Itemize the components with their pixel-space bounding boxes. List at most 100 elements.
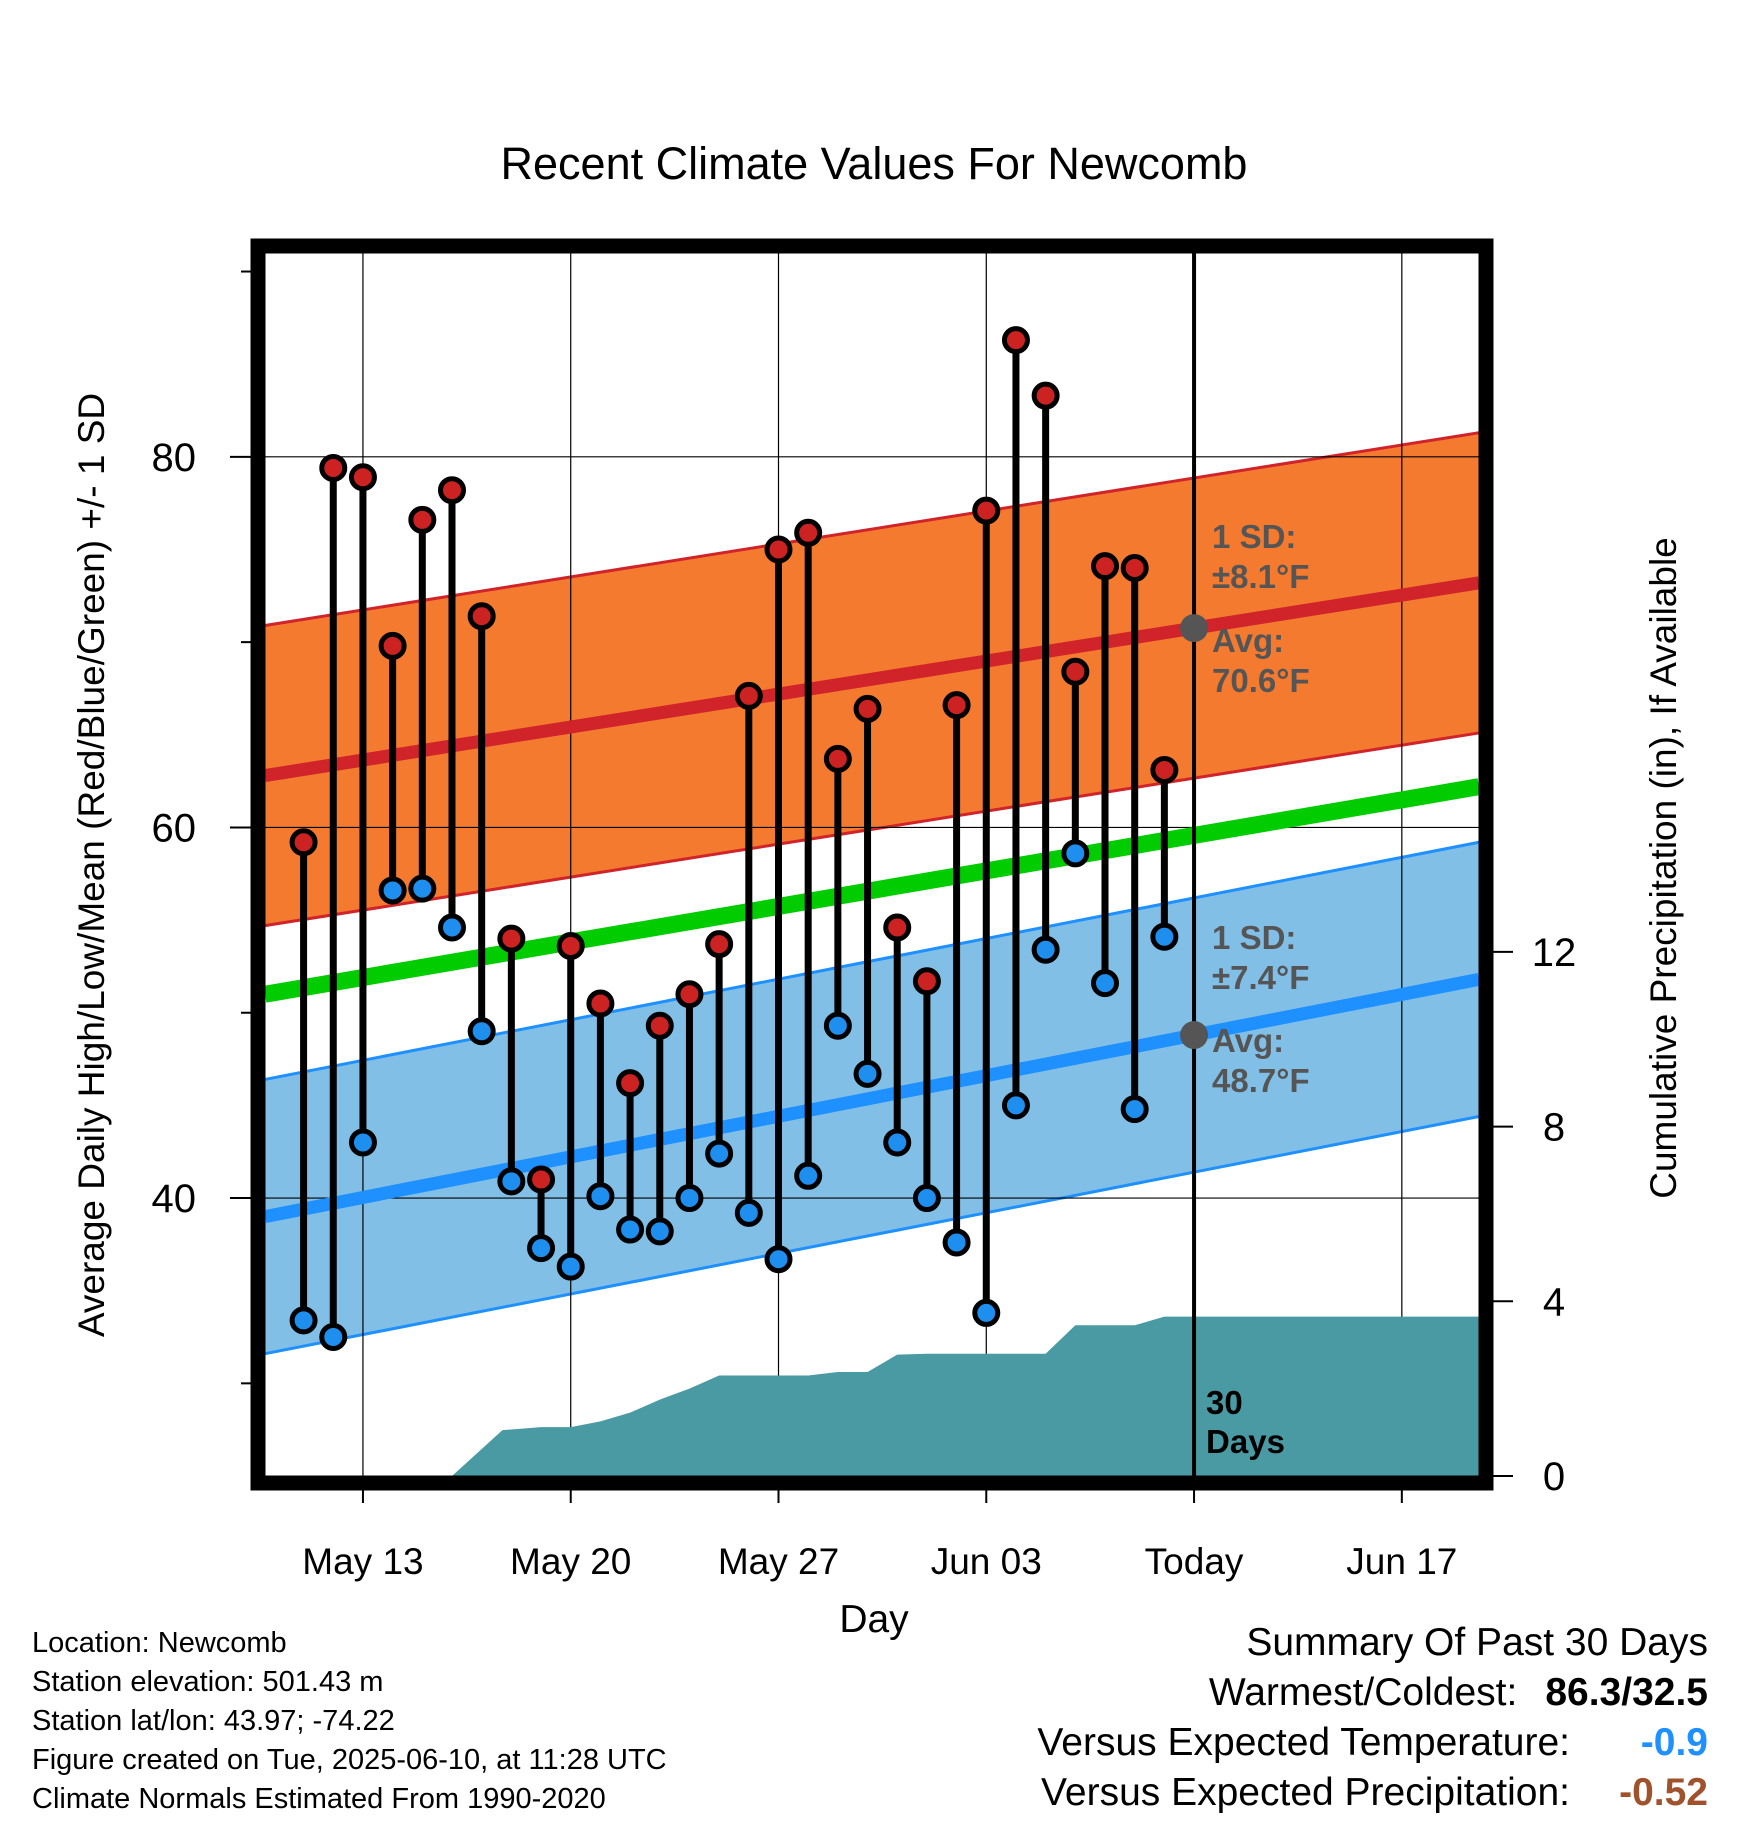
- low-temp-point: [705, 1139, 734, 1168]
- normal-mean-line: [263, 778, 1481, 1003]
- y-tick-label-left: 80: [152, 436, 197, 480]
- normal-high-line: [263, 576, 1481, 782]
- high-temp-point: [1031, 381, 1060, 410]
- y-tick-label-left: 60: [152, 806, 197, 850]
- high-temp-point: [1061, 657, 1090, 686]
- low-temp-point: [497, 1167, 526, 1196]
- low-temp-point: [853, 1059, 882, 1088]
- low-temp-point: [883, 1128, 912, 1157]
- high-temp-point: [586, 989, 615, 1018]
- high-avg-marker: [1180, 614, 1209, 643]
- summary-precip-row: Versus Expected Precipitation: -0.52: [1037, 1768, 1708, 1818]
- x-tick-label: Jun 03: [931, 1541, 1042, 1582]
- temp-label: Versus Expected Temperature:: [1037, 1721, 1570, 1764]
- high-temp-point: [853, 694, 882, 723]
- summary-warm-cold-row: Warmest/Coldest: 86.3/32.5: [1037, 1668, 1708, 1718]
- high-temp-point: [616, 1069, 645, 1098]
- normal-low-lower-edge: [264, 1115, 1480, 1356]
- y-tick-label-left: 40: [152, 1177, 197, 1221]
- created-text: Figure created on Tue, 2025-06-10, at 11…: [32, 1744, 667, 1776]
- x-tick-label: May 13: [302, 1541, 423, 1582]
- low-temp-point: [616, 1215, 645, 1244]
- high-temp-point: [823, 744, 852, 773]
- low-avg-value: 48.7°F: [1212, 1062, 1310, 1099]
- period-label-line2: Days: [1206, 1423, 1285, 1460]
- low-temp-point: [1120, 1095, 1149, 1124]
- high-temp-point: [408, 505, 437, 534]
- high-temp-point: [794, 518, 823, 547]
- latlon-text: Station lat/lon: 43.97; -74.22: [32, 1705, 395, 1737]
- low-temp-point: [1061, 839, 1090, 868]
- high-sd-value: ±8.1°F: [1212, 558, 1309, 595]
- high-temp-point: [378, 631, 407, 660]
- low-temp-point: [408, 874, 437, 903]
- low-temp-point: [912, 1184, 941, 1213]
- y-tick-label-right: 0: [1543, 1455, 1565, 1499]
- high-temp-point: [912, 967, 941, 996]
- low-temp-point: [1091, 969, 1120, 998]
- low-temp-point: [527, 1234, 556, 1263]
- high-avg-label: Avg:: [1212, 622, 1284, 659]
- low-sd-label: 1 SD:: [1212, 919, 1296, 956]
- high-temp-point: [1091, 552, 1120, 581]
- plot-frame: [250, 238, 1494, 1491]
- high-temp-point: [1150, 755, 1179, 784]
- high-temp-point: [348, 463, 377, 492]
- x-tick-label: Today: [1145, 1541, 1244, 1582]
- high-temp-point: [764, 535, 793, 564]
- low-temp-point: [942, 1228, 971, 1257]
- x-tick-label: Jun 17: [1346, 1541, 1457, 1582]
- period-label-line1: 30: [1206, 1384, 1243, 1421]
- low-temp-point: [794, 1161, 823, 1190]
- low-temp-point: [645, 1217, 674, 1246]
- high-sd-label: 1 SD:: [1212, 518, 1296, 555]
- precip-label: Versus Expected Precipitation:: [1041, 1771, 1570, 1814]
- high-temp-point: [942, 691, 971, 720]
- low-temp-point: [378, 876, 407, 905]
- x-tick-label: May 27: [718, 1541, 839, 1582]
- location-text: Location: Newcomb: [32, 1627, 287, 1659]
- high-temp-point: [734, 681, 763, 710]
- chart-title: Recent Climate Values For Newcomb: [501, 138, 1248, 189]
- high-avg-value: 70.6°F: [1212, 662, 1310, 699]
- high-temp-point: [883, 913, 912, 942]
- low-temp-point: [1031, 935, 1060, 964]
- normal-low-upper-edge: [264, 840, 1480, 1081]
- low-temp-point: [1001, 1091, 1030, 1120]
- high-temp-point: [527, 1165, 556, 1194]
- high-temp-point: [675, 980, 704, 1009]
- high-temp-point: [556, 932, 585, 961]
- low-temp-point: [319, 1323, 348, 1352]
- y-tick-label-right: 12: [1532, 931, 1577, 975]
- low-temp-point: [348, 1128, 377, 1157]
- high-temp-point: [437, 476, 466, 505]
- low-temp-point: [675, 1184, 704, 1213]
- y-tick-label-right: 4: [1543, 1280, 1565, 1324]
- low-avg-marker: [1180, 1021, 1209, 1050]
- high-temp-point: [289, 828, 318, 857]
- high-temp-point: [645, 1011, 674, 1040]
- high-temp-point: [1120, 554, 1149, 583]
- normal-high-lower-edge: [264, 731, 1480, 928]
- low-avg-label: Avg:: [1212, 1022, 1284, 1059]
- normals-text: Climate Normals Estimated From 1990-2020: [32, 1783, 606, 1815]
- summary-temp-row: Versus Expected Temperature: -0.9: [1037, 1718, 1708, 1768]
- y-axis-label-left: Average Daily High/Low/Mean (Red/Blue/Gr…: [71, 393, 112, 1337]
- high-temp-point: [705, 930, 734, 959]
- low-temp-point: [437, 913, 466, 942]
- high-temp-point: [497, 924, 526, 953]
- low-sd-value: ±7.4°F: [1212, 959, 1309, 996]
- high-temp-point: [467, 602, 496, 631]
- summary-panel: Summary Of Past 30 Days Warmest/Coldest:…: [1037, 1618, 1708, 1818]
- summary-heading: Summary Of Past 30 Days: [1246, 1621, 1708, 1664]
- station-info: Location: Newcomb Station elevation: 501…: [32, 1624, 667, 1819]
- x-axis-label: Day: [839, 1598, 909, 1641]
- low-temp-point: [972, 1298, 1001, 1327]
- precip-area: [265, 1316, 1479, 1476]
- x-tick-label: May 20: [510, 1541, 631, 1582]
- low-temp-point: [823, 1011, 852, 1040]
- y-axis-label-right: Cumulative Precipitation (in), If Availa…: [1643, 537, 1684, 1199]
- normal-low-line: [263, 973, 1481, 1223]
